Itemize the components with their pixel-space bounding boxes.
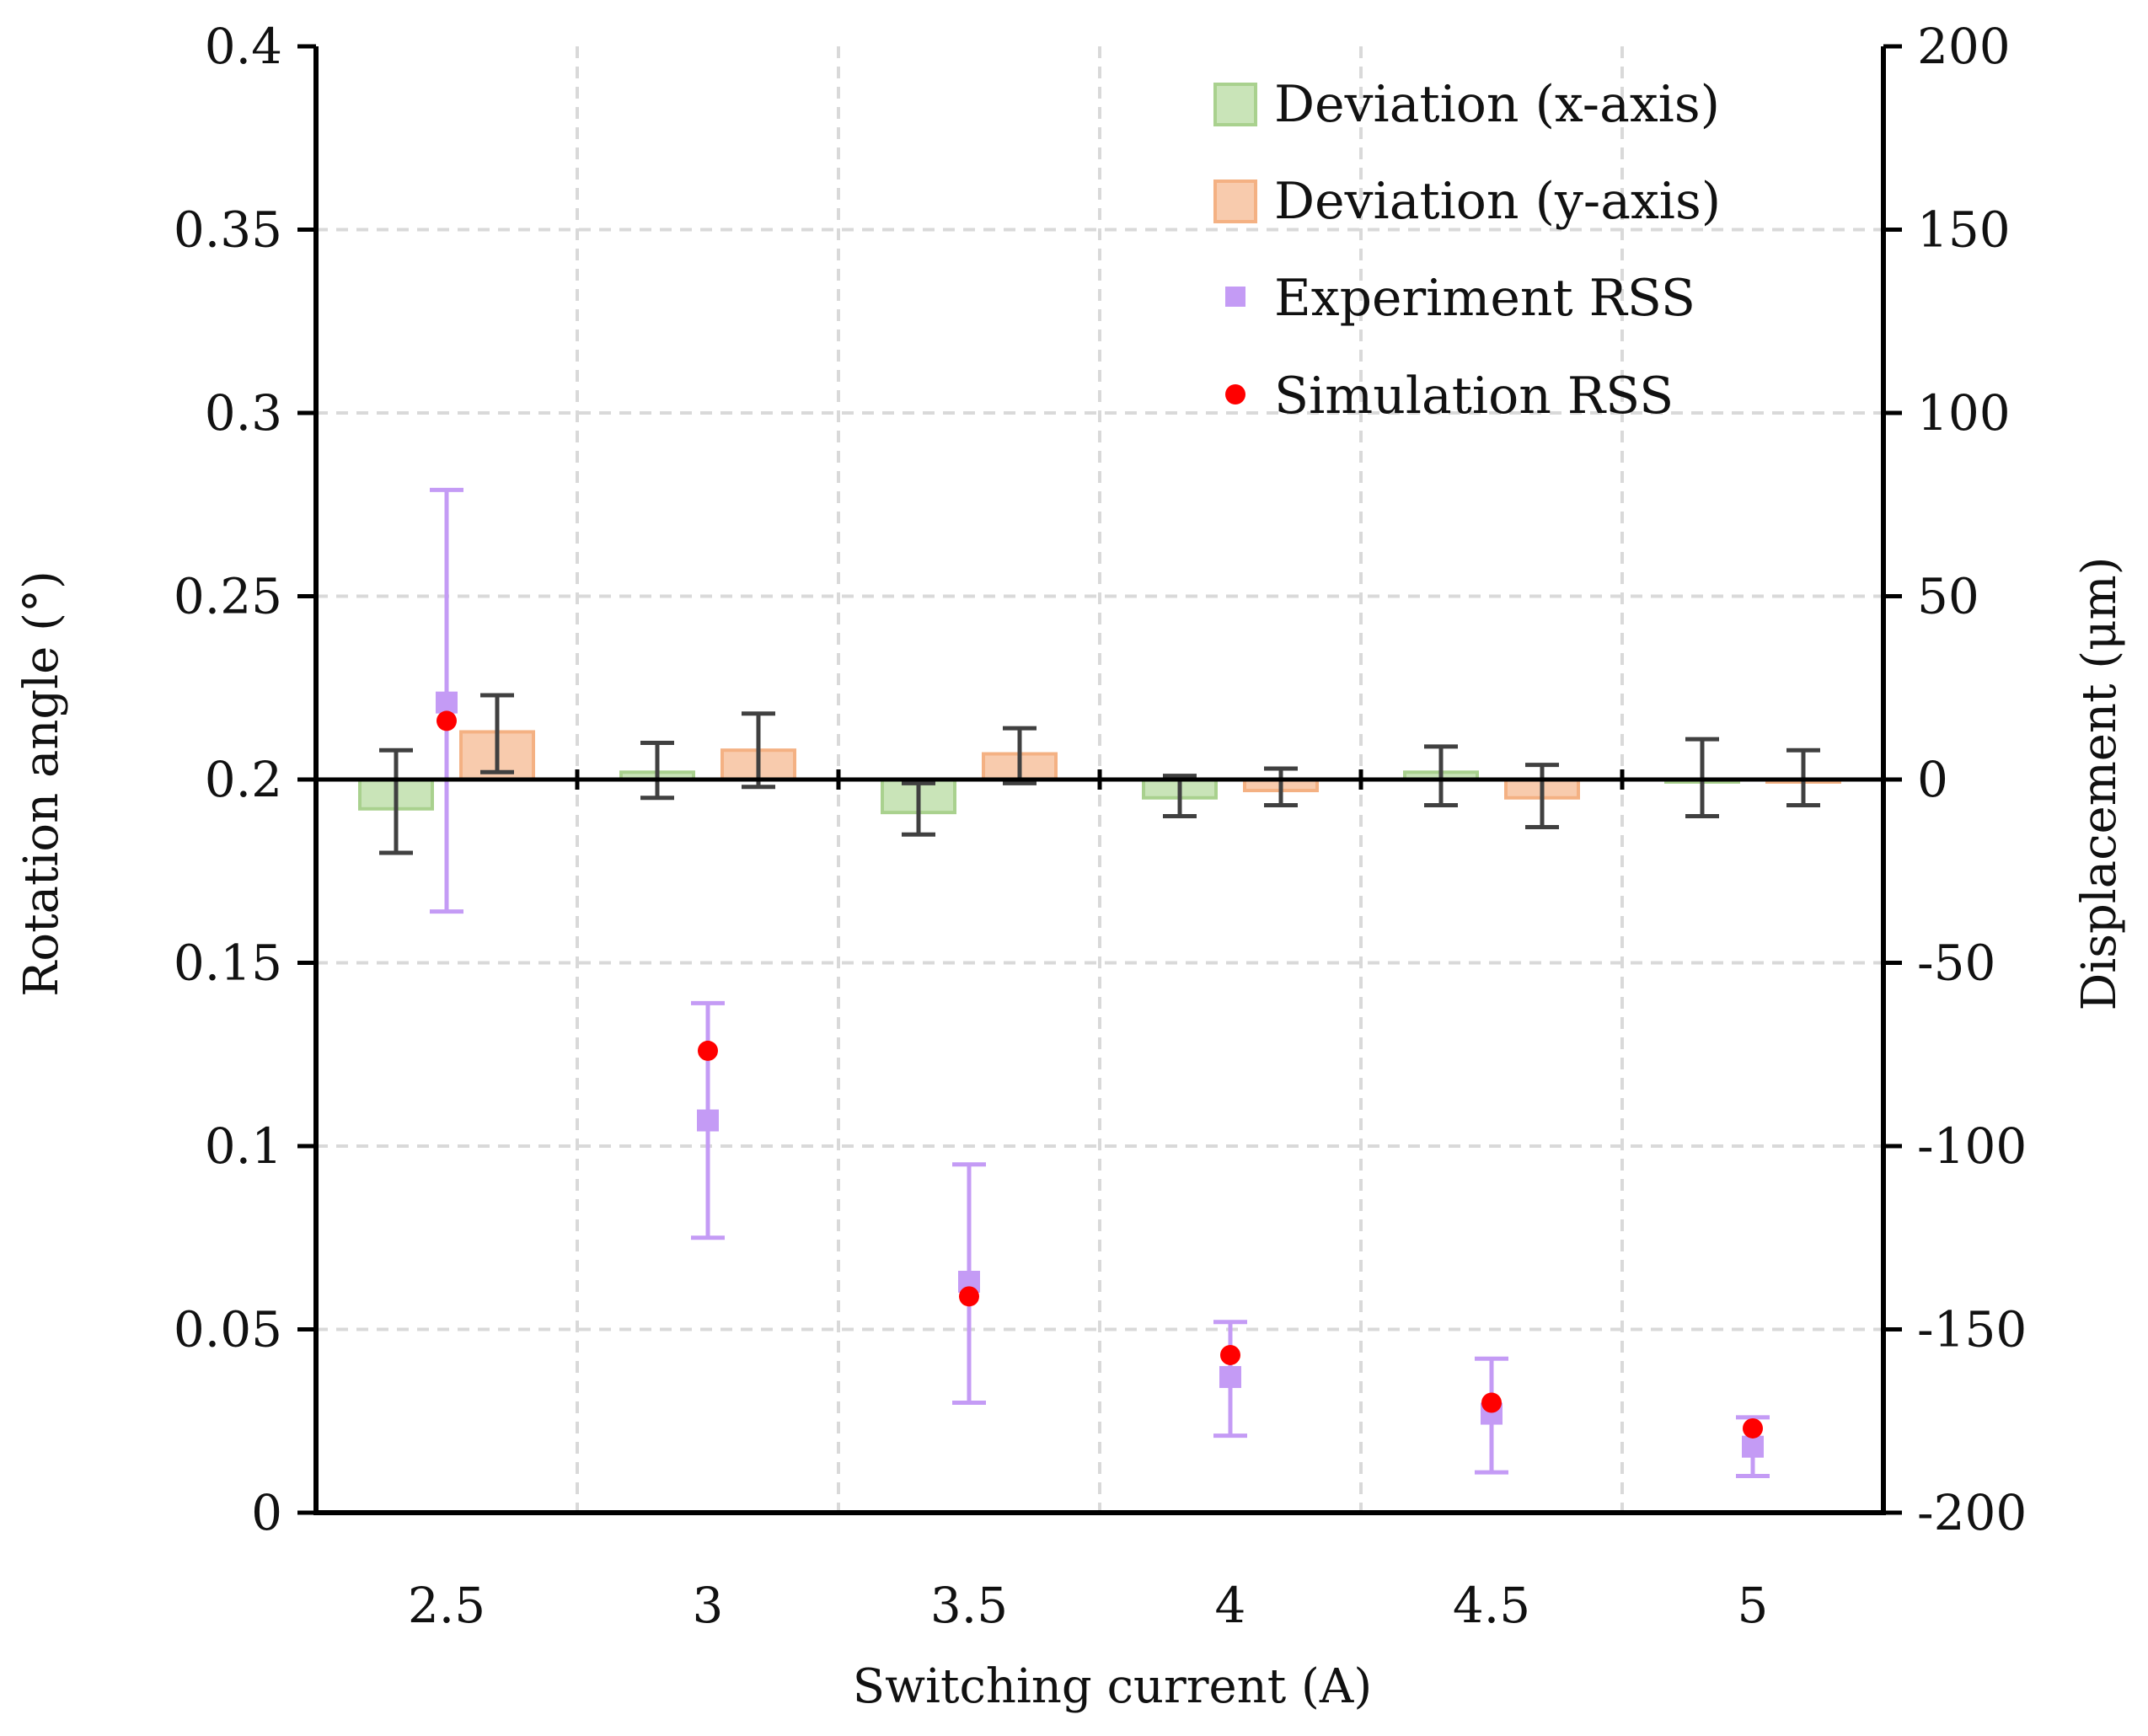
simulation-point bbox=[959, 1286, 979, 1307]
legend-label-deviation-x: Deviation (x-axis) bbox=[1274, 75, 1720, 134]
right-tick-label: -200 bbox=[1917, 1484, 2027, 1541]
simulation-point bbox=[698, 1040, 718, 1061]
right-axis-title: Displacement (μm) bbox=[2072, 557, 2127, 1011]
right-tick-label: 150 bbox=[1917, 201, 2011, 259]
legend-label-experiment: Experiment RSS bbox=[1274, 269, 1695, 328]
simulation-point bbox=[1481, 1392, 1502, 1413]
x-tick-label: 4.5 bbox=[1453, 1577, 1530, 1634]
points-layer bbox=[430, 487, 1770, 1478]
legend-swatch-deviation-x bbox=[1213, 83, 1257, 126]
right-tick-label: 50 bbox=[1917, 568, 1979, 625]
x-tick-label: 3.5 bbox=[930, 1577, 1008, 1634]
left-tick-label: 0.4 bbox=[205, 18, 282, 75]
right-tick-label: 200 bbox=[1917, 18, 2011, 75]
legend-label-deviation-y: Deviation (y-axis) bbox=[1274, 172, 1721, 231]
left-tick-label: 0.35 bbox=[174, 201, 282, 259]
left-axis-title: Rotation angle (°) bbox=[14, 571, 69, 997]
experiment-point bbox=[1742, 1435, 1764, 1458]
simulation-point bbox=[437, 710, 457, 731]
x-tick-label: 4 bbox=[1215, 1577, 1246, 1634]
x-tick-label: 2.5 bbox=[408, 1577, 485, 1634]
right-tick-label: 0 bbox=[1917, 751, 1948, 808]
plot-frame bbox=[297, 44, 1902, 1515]
x-tick-label: 3 bbox=[693, 1577, 724, 1634]
x-tick-label: 5 bbox=[1738, 1577, 1769, 1634]
right-tick-label: 100 bbox=[1917, 384, 2011, 442]
simulation-point bbox=[1743, 1417, 1763, 1439]
experiment-point bbox=[436, 691, 458, 714]
left-tick-label: 0.2 bbox=[205, 751, 282, 808]
legend-marker-simulation bbox=[1225, 384, 1245, 405]
right-tick-label: -150 bbox=[1917, 1301, 2027, 1358]
tick-labels: 0 -200 0.05 -150 0.1 -100 0.15 -50 0.2 0 0.25 50 0.3… bbox=[174, 18, 2027, 1634]
simulation-point bbox=[1220, 1344, 1240, 1365]
left-tick-label: 0.05 bbox=[174, 1301, 282, 1358]
left-tick-label: 0.3 bbox=[205, 384, 282, 442]
left-tick-label: 0 bbox=[251, 1484, 282, 1541]
legend: Deviation (x-axis) Deviation (y-axis) Ex… bbox=[1213, 75, 1721, 426]
legend-label-simulation: Simulation RSS bbox=[1274, 367, 1674, 426]
legend-swatch-deviation-y bbox=[1213, 179, 1257, 223]
left-tick-label: 0.1 bbox=[205, 1117, 282, 1175]
legend-marker-experiment bbox=[1225, 287, 1245, 307]
experiment-point bbox=[1219, 1366, 1241, 1389]
right-tick-label: -50 bbox=[1917, 935, 1995, 992]
experiment-point bbox=[697, 1109, 719, 1132]
left-tick-label: 0.15 bbox=[174, 935, 282, 992]
right-tick-label: -100 bbox=[1917, 1117, 2027, 1175]
x-axis-title: Switching current (A) bbox=[853, 1659, 1372, 1714]
left-tick-label: 0.25 bbox=[174, 568, 282, 625]
